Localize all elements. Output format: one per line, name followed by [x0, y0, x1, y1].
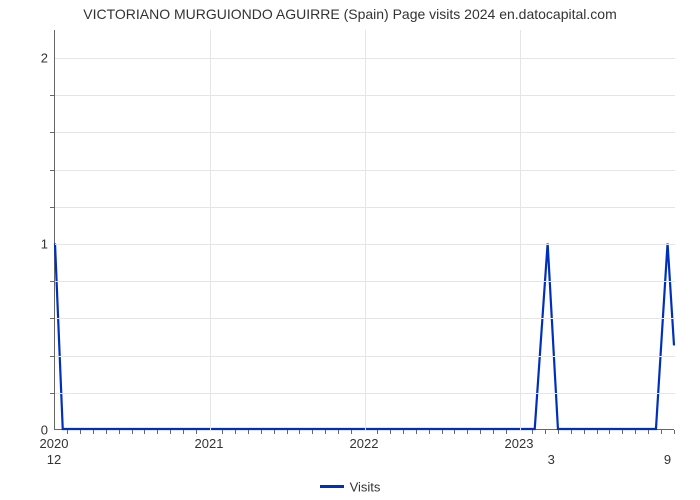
x-minor-tick — [377, 430, 378, 434]
y-minor-tick — [50, 95, 54, 96]
x-minor-tick — [222, 430, 223, 434]
x-minor-tick — [106, 430, 107, 434]
x-minor-tick — [532, 430, 533, 434]
y-tick-label: 2 — [8, 50, 48, 65]
x-minor-tick — [144, 430, 145, 434]
x-tick-label: 2020 — [40, 436, 69, 451]
x-minor-tick — [403, 430, 404, 434]
x-minor-tick — [622, 430, 623, 434]
chart-container: VICTORIANO MURGUIONDO AGUIRRE (Spain) Pa… — [0, 0, 700, 500]
x-minor-tick — [545, 430, 546, 434]
y-minor-tick — [50, 170, 54, 171]
x-tick-label: 2023 — [505, 436, 534, 451]
grid-vertical — [520, 30, 521, 430]
x-minor-tick — [584, 430, 585, 434]
x-minor-tick — [338, 430, 339, 434]
x-minor-tick — [93, 430, 94, 434]
x-minor-tick — [571, 430, 572, 434]
x-minor-tick — [261, 430, 262, 434]
y-tick-label: 1 — [8, 236, 48, 251]
x-minor-tick — [635, 430, 636, 434]
y-minor-tick — [50, 207, 54, 208]
x-minor-tick — [119, 430, 120, 434]
x-tick-label: 2021 — [195, 436, 224, 451]
x-minor-tick — [80, 430, 81, 434]
x-minor-tick — [132, 430, 133, 434]
y-minor-tick — [50, 318, 54, 319]
x-minor-tick — [454, 430, 455, 434]
grid-vertical — [210, 30, 211, 430]
y-minor-tick — [50, 281, 54, 282]
x-minor-tick — [287, 430, 288, 434]
x-minor-tick — [183, 430, 184, 434]
legend-label: Visits — [350, 479, 381, 494]
x-minor-tick — [248, 430, 249, 434]
x-minor-tick — [196, 430, 197, 434]
x-minor-tick — [609, 430, 610, 434]
x-minor-tick — [597, 430, 598, 434]
y-minor-tick — [50, 132, 54, 133]
x-minor-tick — [157, 430, 158, 434]
x-minor-tick — [506, 430, 507, 434]
secondary-x-label: 12 — [47, 452, 61, 467]
x-minor-tick — [480, 430, 481, 434]
x-minor-tick — [674, 430, 675, 434]
x-minor-tick — [558, 430, 559, 434]
x-minor-tick — [312, 430, 313, 434]
x-minor-tick — [390, 430, 391, 434]
x-minor-tick — [493, 430, 494, 434]
x-minor-tick — [467, 430, 468, 434]
secondary-x-label: 9 — [664, 452, 671, 467]
y-minor-tick — [50, 356, 54, 357]
x-minor-tick — [661, 430, 662, 434]
secondary-x-label: 3 — [548, 452, 555, 467]
x-minor-tick — [416, 430, 417, 434]
x-minor-tick — [325, 430, 326, 434]
grid-vertical — [365, 30, 366, 430]
x-minor-tick — [442, 430, 443, 434]
legend: Visits — [0, 478, 700, 496]
x-minor-tick — [170, 430, 171, 434]
chart-title: VICTORIANO MURGUIONDO AGUIRRE (Spain) Pa… — [0, 6, 700, 22]
x-minor-tick — [67, 430, 68, 434]
x-minor-tick — [235, 430, 236, 434]
x-minor-tick — [429, 430, 430, 434]
x-minor-tick — [274, 430, 275, 434]
x-minor-tick — [648, 430, 649, 434]
x-tick-label: 2022 — [350, 436, 379, 451]
x-minor-tick — [299, 430, 300, 434]
y-minor-tick — [50, 393, 54, 394]
legend-swatch — [320, 485, 344, 488]
x-minor-tick — [351, 430, 352, 434]
plot-area — [54, 30, 674, 430]
